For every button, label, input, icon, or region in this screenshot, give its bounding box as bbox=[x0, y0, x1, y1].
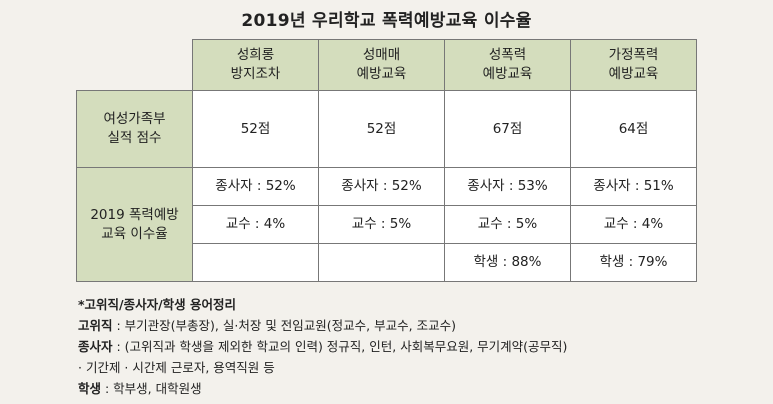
note-term: 학생 bbox=[78, 381, 102, 396]
column-header-line: 성희롱 bbox=[236, 47, 275, 63]
faculty-rate-cell: 교수 : 4% bbox=[192, 205, 319, 244]
column-header-sexual-violence: 성폭력 예방교육 bbox=[444, 39, 571, 91]
faculty-rate-cell: 교수 : 5% bbox=[444, 205, 571, 244]
faculty-rate-cell: 교수 : 5% bbox=[318, 205, 445, 244]
row-header-line: 교육 이수율 bbox=[101, 225, 168, 242]
row-header-line: 실적 점수 bbox=[107, 130, 162, 146]
column-header-harassment: 성희롱 방지조차 bbox=[192, 39, 319, 91]
column-header-line: 성매매 bbox=[362, 47, 401, 63]
notes-heading: *고위직/종사자/학생 용어정리 bbox=[78, 297, 237, 312]
row-header-line: 2019 폭력예방 bbox=[90, 206, 179, 223]
staff-rate-cell: 종사자 : 52% bbox=[192, 167, 319, 206]
table-row-score: 여성가족부 실적 점수 52점 52점 67점 64점 bbox=[76, 90, 697, 168]
page-title: 2019년 우리학교 폭력예방교육 이수율 bbox=[241, 11, 532, 31]
table-header-row: 성희롱 방지조차 성매매 예방교육 성폭력 예방교육 가정폭력 예방교육 bbox=[76, 39, 697, 91]
student-rate-cell bbox=[318, 243, 445, 282]
column-header-line: 가정폭력 bbox=[608, 47, 659, 63]
note-executive: 고위직 : 부기관장(부총장), 실·처장 및 전임교원(정교수, 부교수, 조… bbox=[78, 315, 758, 336]
note-term: 고위직 bbox=[78, 318, 113, 333]
student-rate-cell bbox=[192, 243, 319, 282]
table-row-faculty: 교수 : 4% 교수 : 5% 교수 : 5% 교수 : 4% bbox=[77, 205, 697, 244]
note-term: 종사자 bbox=[78, 339, 113, 354]
completion-table: 성희롱 방지조차 성매매 예방교육 성폭력 예방교육 가정폭력 예방교육 여성가… bbox=[76, 39, 697, 282]
row-header-completion: 2019 폭력예방 교육 이수율 bbox=[76, 167, 193, 282]
note-staff: 종사자 : (고위직과 학생을 제외한 학교의 인력) 정규직, 인턴, 사회복… bbox=[78, 336, 758, 357]
table-row-students: 학생 : 88% 학생 : 79% bbox=[77, 243, 697, 282]
note-student: 학생 : 학부생, 대학원생 bbox=[78, 378, 758, 399]
note-definition: : (고위직과 학생을 제외한 학교의 인력) 정규직, 인턴, 사회복무요원,… bbox=[112, 339, 568, 354]
column-header-prostitution: 성매매 예방교육 bbox=[318, 39, 445, 91]
column-header-line: 예방교육 bbox=[482, 66, 533, 82]
note-definition: : 학부생, 대학원생 bbox=[101, 381, 202, 396]
note-staff-continued: · 기간제 · 시간제 근로자, 용역직원 등 bbox=[78, 360, 275, 375]
note-definition: : 부기관장(부총장), 실·처장 및 전임교원(정교수, 부교수, 조교수) bbox=[112, 318, 456, 333]
table-corner bbox=[76, 39, 193, 91]
column-header-domestic-violence: 가정폭력 예방교육 bbox=[570, 39, 697, 91]
staff-rate-cell: 종사자 : 52% bbox=[318, 167, 445, 206]
row-header-score: 여성가족부 실적 점수 bbox=[76, 90, 193, 168]
score-cell: 52점 bbox=[192, 90, 319, 168]
row-header-line: 여성가족부 bbox=[103, 111, 166, 127]
column-header-line: 성폭력 bbox=[488, 47, 527, 63]
column-header-line: 예방교육 bbox=[356, 66, 407, 82]
terminology-notes: *고위직/종사자/학생 용어정리 고위직 : 부기관장(부총장), 실·처장 및… bbox=[78, 294, 758, 399]
staff-rate-cell: 종사자 : 51% bbox=[570, 167, 697, 206]
staff-rate-cell: 종사자 : 53% bbox=[444, 167, 571, 206]
score-cell: 64점 bbox=[570, 90, 697, 168]
column-header-line: 예방교육 bbox=[608, 66, 659, 82]
table-row-staff: 2019 폭력예방 교육 이수율 종사자 : 52% 종사자 : 52% 종사자… bbox=[76, 167, 697, 282]
student-rate-cell: 학생 : 79% bbox=[570, 243, 697, 282]
score-cell: 67점 bbox=[444, 90, 571, 168]
faculty-rate-cell: 교수 : 4% bbox=[570, 205, 697, 244]
column-header-line: 방지조차 bbox=[230, 66, 281, 82]
student-rate-cell: 학생 : 88% bbox=[444, 243, 571, 282]
score-cell: 52점 bbox=[318, 90, 445, 168]
